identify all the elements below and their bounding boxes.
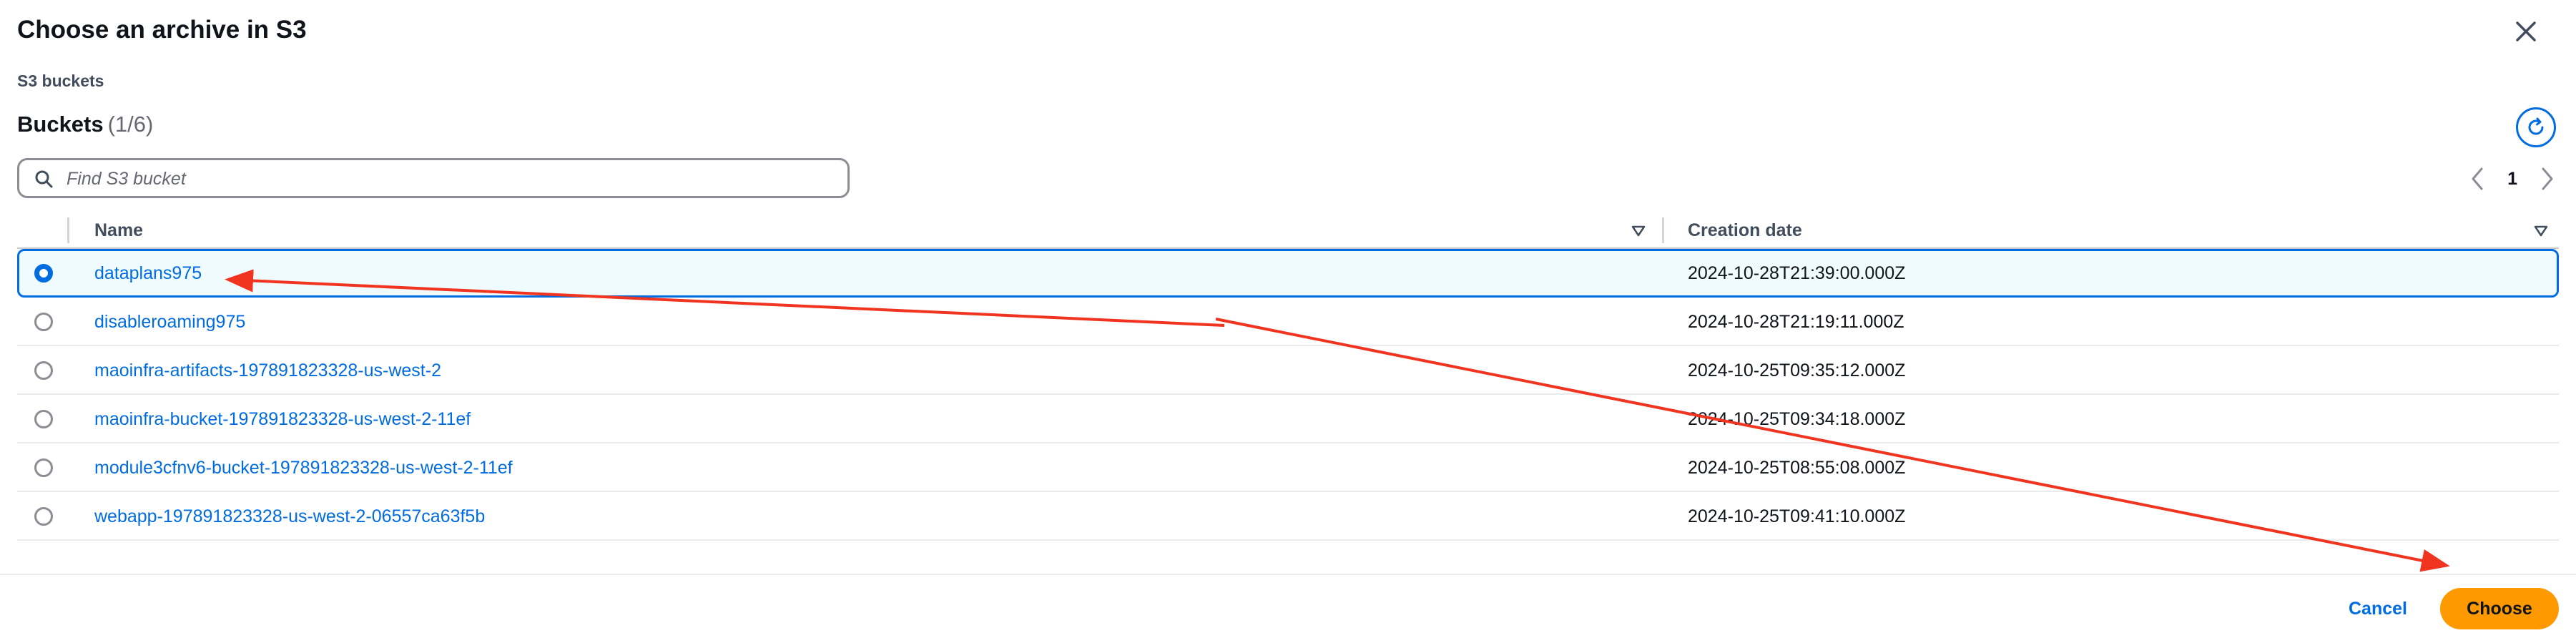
pagination: 1 xyxy=(2467,163,2557,195)
current-page-number[interactable]: 1 xyxy=(2507,169,2517,190)
close-icon xyxy=(2509,14,2543,49)
row-radio[interactable] xyxy=(34,410,53,428)
buckets-heading-text: Buckets xyxy=(17,112,104,137)
table-row[interactable]: maoinfra-artifacts-197891823328-us-west-… xyxy=(17,346,2559,395)
search-icon xyxy=(34,169,54,189)
column-divider[interactable] xyxy=(1662,217,1664,243)
footer-divider xyxy=(0,574,2576,575)
close-button[interactable] xyxy=(2509,14,2543,49)
buckets-table: Name Creation date dataplans975 2024-10-… xyxy=(17,212,2559,541)
cancel-button[interactable]: Cancel xyxy=(2339,591,2417,627)
bucket-name-link[interactable]: disableroaming975 xyxy=(94,312,245,333)
sort-down-icon[interactable] xyxy=(2533,223,2549,239)
modal-header: Choose an archive in S3 xyxy=(17,11,2559,54)
table-header: Name Creation date xyxy=(17,212,2559,249)
column-header-name[interactable]: Name xyxy=(94,220,143,241)
table-row[interactable]: maoinfra-bucket-197891823328-us-west-2-1… xyxy=(17,395,2559,443)
row-radio-selected[interactable] xyxy=(34,264,53,283)
column-header-creation-date[interactable]: Creation date xyxy=(1688,220,1802,241)
table-row[interactable]: dataplans975 2024-10-28T21:39:00.000Z xyxy=(17,249,2559,298)
row-radio[interactable] xyxy=(34,507,53,526)
chevron-left-icon[interactable] xyxy=(2467,165,2487,193)
buckets-count: (1/6) xyxy=(108,112,154,137)
row-radio[interactable] xyxy=(34,361,53,380)
bucket-name-link[interactable]: webapp-197891823328-us-west-2-06557ca63f… xyxy=(94,506,485,527)
table-row[interactable]: module3cfnv6-bucket-197891823328-us-west… xyxy=(17,443,2559,492)
section-label: S3 buckets xyxy=(17,72,104,91)
bucket-creation-date: 2024-10-28T21:19:11.000Z xyxy=(1688,312,1904,333)
bucket-creation-date: 2024-10-25T09:34:18.000Z xyxy=(1688,409,1905,430)
row-radio[interactable] xyxy=(34,313,53,331)
refresh-button[interactable] xyxy=(2516,107,2556,147)
bucket-name-link[interactable]: dataplans975 xyxy=(94,263,202,284)
sort-down-icon[interactable] xyxy=(1631,223,1646,239)
search-field[interactable] xyxy=(17,158,850,198)
row-radio[interactable] xyxy=(34,458,53,477)
column-divider xyxy=(67,217,69,243)
table-row[interactable]: disableroaming975 2024-10-28T21:19:11.00… xyxy=(17,298,2559,346)
bucket-name-link[interactable]: maoinfra-bucket-197891823328-us-west-2-1… xyxy=(94,409,471,430)
refresh-icon xyxy=(2525,116,2547,139)
table-row[interactable]: webapp-197891823328-us-west-2-06557ca63f… xyxy=(17,492,2559,541)
bucket-creation-date: 2024-10-25T08:55:08.000Z xyxy=(1688,458,1905,478)
bucket-creation-date: 2024-10-28T21:39:00.000Z xyxy=(1688,263,1905,284)
chevron-right-icon[interactable] xyxy=(2537,165,2557,193)
bucket-creation-date: 2024-10-25T09:41:10.000Z xyxy=(1688,506,1905,527)
choose-button[interactable]: Choose xyxy=(2440,588,2559,629)
modal-title: Choose an archive in S3 xyxy=(17,16,307,44)
bucket-creation-date: 2024-10-25T09:35:12.000Z xyxy=(1688,360,1905,381)
buckets-heading: Buckets (1/6) xyxy=(17,112,153,137)
bucket-name-link[interactable]: module3cfnv6-bucket-197891823328-us-west… xyxy=(94,458,513,478)
bucket-name-link[interactable]: maoinfra-artifacts-197891823328-us-west-… xyxy=(94,360,441,381)
search-input[interactable] xyxy=(65,160,840,197)
